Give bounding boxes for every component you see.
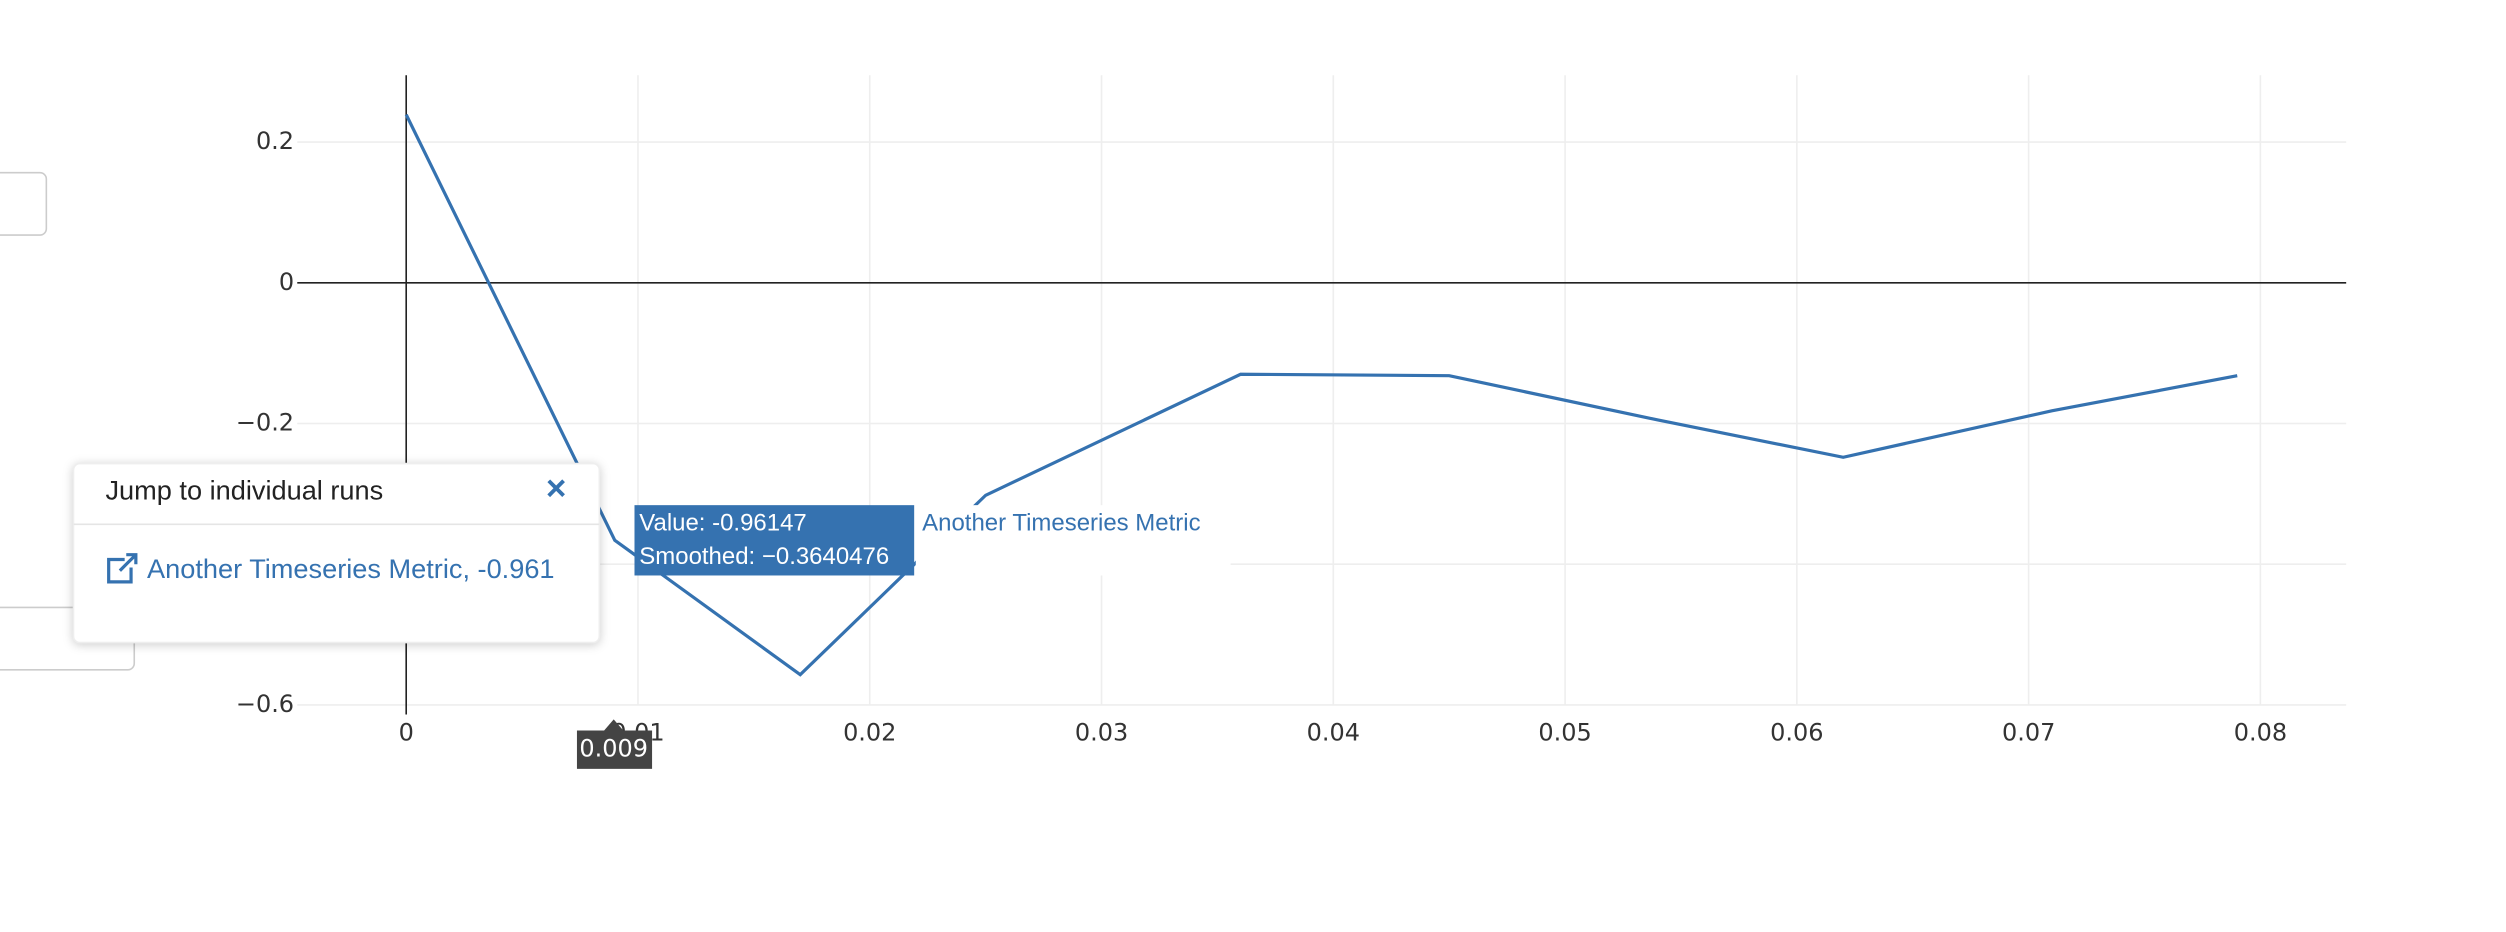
popup-link[interactable]: Another Timeseries Metric, -0.961 bbox=[147, 553, 555, 584]
side-box bbox=[0, 171, 48, 236]
y-tick-label: 0.2 bbox=[256, 127, 294, 155]
popup-close[interactable]: × bbox=[546, 469, 567, 508]
link-icon bbox=[107, 553, 138, 584]
y-tick-label: −0.6 bbox=[236, 690, 294, 718]
x-tick-label: 0.06 bbox=[1770, 719, 1823, 747]
plot-area: 00.010.020.030.040.050.060.070.08−0.6−0.… bbox=[236, 75, 2347, 747]
x-hover-label: 0.009 bbox=[576, 719, 653, 769]
runs-popup: Jump to individual runs × Another Timese… bbox=[72, 462, 601, 644]
tooltip-value: Value: -0.96147 bbox=[639, 510, 806, 537]
x-tick-label: 0.08 bbox=[2234, 719, 2287, 747]
x-tick-label: 0.04 bbox=[1307, 719, 1360, 747]
y-tick-label: −0.2 bbox=[236, 409, 294, 437]
x-tick-label: 0.03 bbox=[1075, 719, 1128, 747]
series-line bbox=[404, 113, 2238, 677]
x-hover-pointer bbox=[604, 719, 624, 731]
popup-box bbox=[72, 462, 601, 644]
x-tick-label: 0 bbox=[399, 719, 414, 747]
y-tick-label: 0 bbox=[279, 268, 294, 296]
tooltip-legend-bg bbox=[915, 505, 1231, 576]
x-hover-box bbox=[576, 730, 653, 769]
popup-title: Jump to individual runs bbox=[105, 475, 383, 506]
tooltip-box bbox=[634, 505, 915, 576]
hover-tooltip: Value: -0.96147 Smoothed: −0.3640476 Ano… bbox=[634, 505, 1231, 576]
tooltip-series: Another Timeseries Metric bbox=[922, 510, 1200, 537]
x-tick-label: 0.02 bbox=[843, 719, 896, 747]
tooltip-smoothed: Smoothed: −0.3640476 bbox=[639, 543, 889, 570]
x-hover-text: 0.009 bbox=[579, 735, 648, 763]
x-tick-label: 0.05 bbox=[1538, 719, 1591, 747]
x-tick-label: 0.07 bbox=[2002, 719, 2055, 747]
